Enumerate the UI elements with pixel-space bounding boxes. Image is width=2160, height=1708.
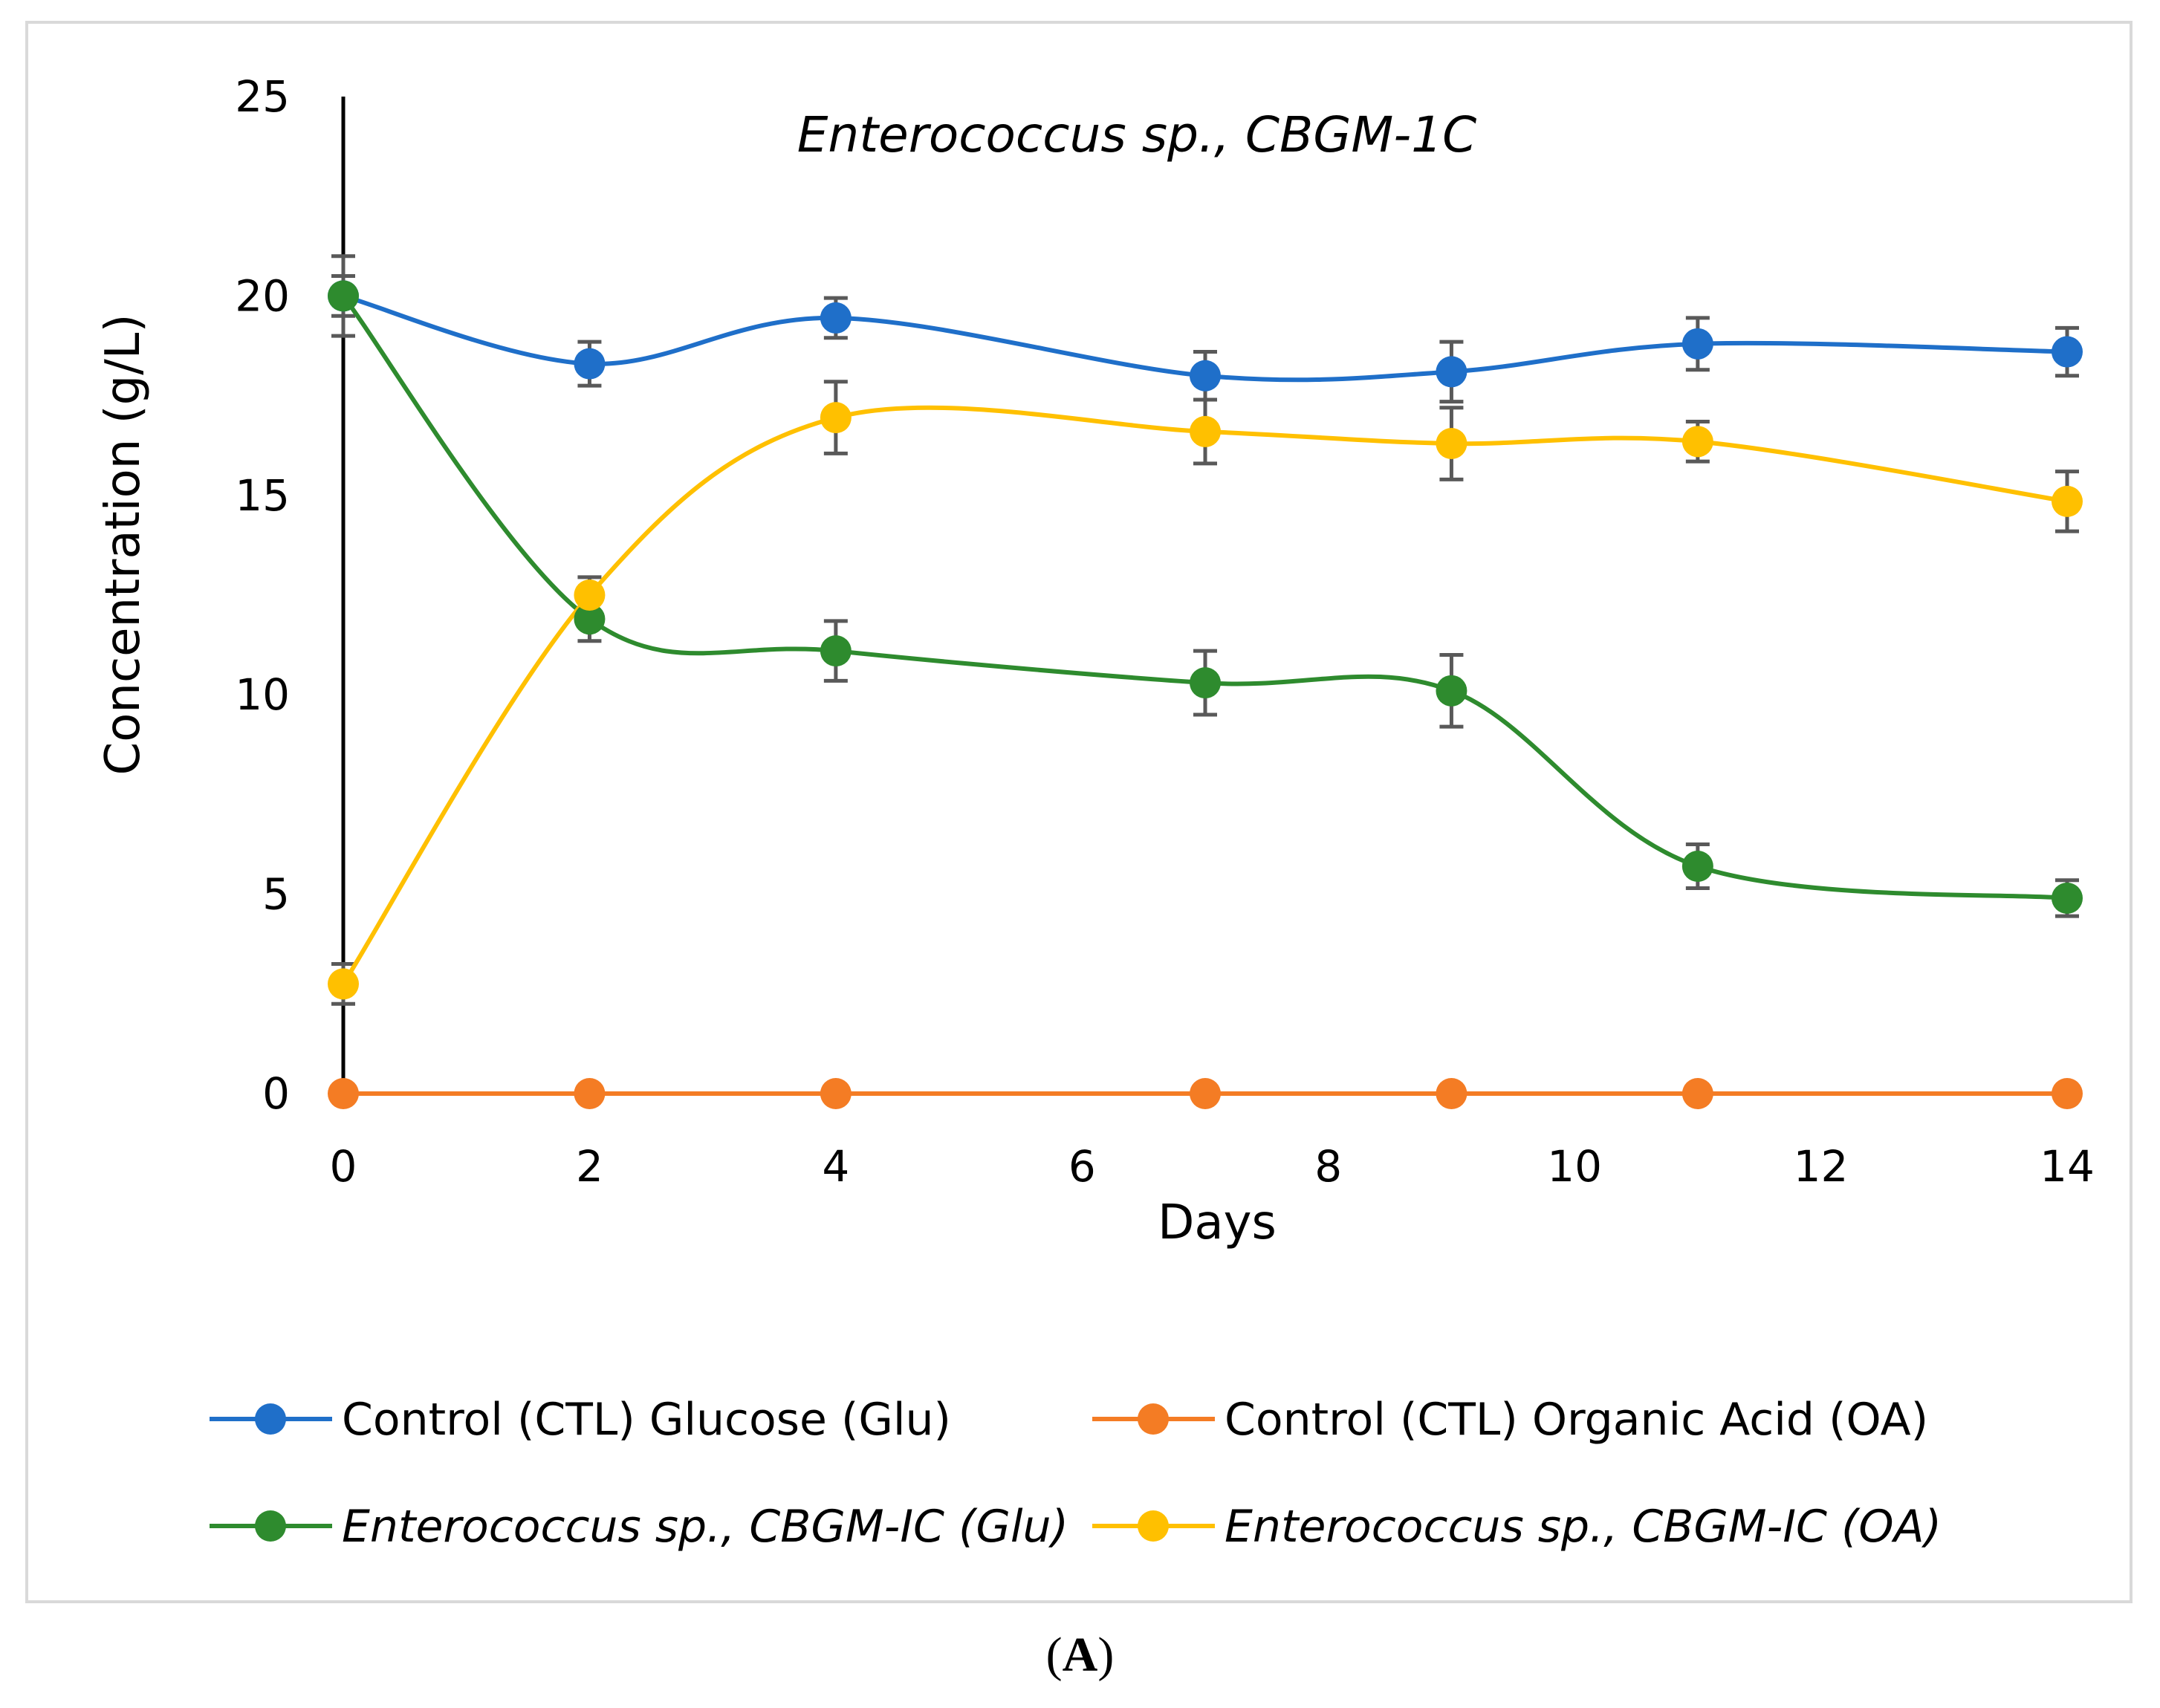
caption-label: A (1062, 1628, 1098, 1682)
legend-label: Enterococcus sp., CBGM-IC (Glu) (342, 1501, 1068, 1553)
data-point (1681, 328, 1713, 360)
y-axis-title: Concentration (g/L) (96, 314, 151, 776)
legend: Control (CTL) Glucose (Glu) Control (CTL)… (210, 1394, 1942, 1553)
legend-swatch-marker (255, 1510, 286, 1542)
data-point (2052, 336, 2083, 368)
data-points (328, 280, 2083, 1109)
data-point (820, 402, 852, 434)
y-tick-label: 10 (235, 669, 290, 720)
figure-caption: (A) (1045, 1628, 1115, 1682)
data-point (1436, 356, 1467, 388)
y-tick-label: 15 (235, 470, 290, 521)
data-point (574, 1078, 606, 1109)
x-tick-label: 6 (1068, 1141, 1096, 1192)
data-point (1190, 360, 1221, 392)
data-point (1190, 1078, 1221, 1109)
data-point (820, 302, 852, 334)
data-point (2052, 485, 2083, 517)
data-point (1436, 675, 1467, 707)
data-point (574, 603, 606, 635)
data-point (328, 280, 359, 312)
data-point (1436, 1078, 1467, 1109)
chart-frame (25, 21, 2133, 1603)
data-point (1681, 426, 1713, 458)
data-point (1681, 851, 1713, 883)
x-axis-title: Days (1158, 1195, 1277, 1250)
y-tick-label: 25 (235, 71, 290, 122)
data-point (820, 635, 852, 667)
data-point (2052, 1078, 2083, 1109)
data-point (328, 968, 359, 1000)
data-point (820, 1078, 852, 1109)
data-point (1436, 428, 1467, 460)
axes: 0 5 10 15 20 25 0 2 4 6 8 10 12 14 (235, 71, 2095, 1192)
data-point (1190, 667, 1221, 699)
data-point (1681, 1078, 1713, 1109)
data-point (1190, 415, 1221, 447)
x-tick-label: 14 (2040, 1141, 2095, 1192)
data-point (2052, 882, 2083, 914)
legend-swatch-marker (1138, 1510, 1169, 1542)
y-tick-label: 20 (235, 270, 290, 321)
legend-swatch-marker (1138, 1403, 1169, 1435)
legend-label: Control (CTL) Organic Acid (OA) (1225, 1394, 1928, 1446)
legend-label: Control (CTL) Glucose (Glu) (342, 1394, 951, 1446)
data-point (574, 348, 606, 380)
x-tick-label: 12 (1794, 1141, 1849, 1192)
legend-label: Enterococcus sp., CBGM-IC (OA) (1225, 1501, 1942, 1553)
x-tick-label: 8 (1314, 1141, 1342, 1192)
data-point (574, 579, 606, 611)
x-tick-label: 0 (330, 1141, 357, 1192)
legend-swatch-marker (255, 1403, 286, 1435)
x-tick-label: 2 (576, 1141, 603, 1192)
x-tick-label: 4 (822, 1141, 849, 1192)
data-point (328, 1078, 359, 1109)
chart-title: Enterococcus sp., CBGM-1C (797, 106, 1477, 163)
y-tick-label: 5 (262, 869, 290, 920)
x-tick-label: 10 (1547, 1141, 1602, 1192)
y-tick-label: 0 (262, 1068, 290, 1119)
